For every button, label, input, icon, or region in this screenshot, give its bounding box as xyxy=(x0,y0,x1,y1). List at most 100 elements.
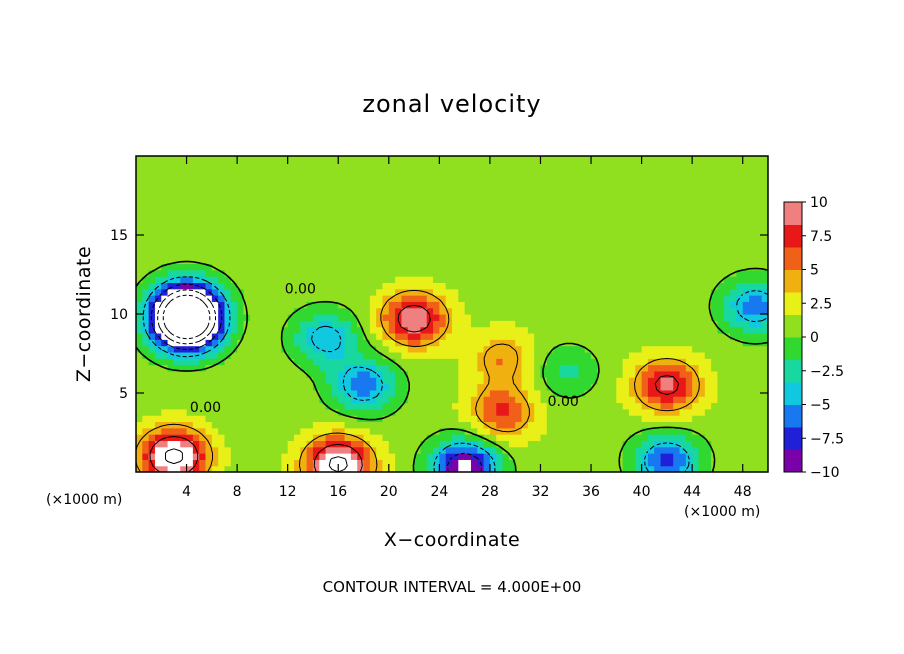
heatmap-cell xyxy=(154,389,162,397)
heatmap-cell xyxy=(306,440,314,448)
heatmap-cell xyxy=(616,295,624,302)
heatmap-cell xyxy=(420,244,428,252)
heatmap-cell xyxy=(578,219,586,227)
heatmap-cell xyxy=(338,307,346,315)
heatmap-cell xyxy=(628,402,636,410)
heatmap-cell xyxy=(559,314,567,321)
heatmap-cell xyxy=(452,219,459,227)
heatmap-cell xyxy=(717,168,725,176)
heatmap-cell xyxy=(565,263,573,271)
heatmap-cell xyxy=(382,383,390,391)
heatmap-cell xyxy=(262,200,270,208)
heatmap-cell xyxy=(287,181,295,189)
heatmap-cell xyxy=(230,446,238,454)
heatmap-cell xyxy=(186,263,194,271)
heatmap-cell xyxy=(445,459,453,467)
heatmap-cell xyxy=(382,174,390,182)
heatmap-cell xyxy=(243,231,251,239)
heatmap-cell xyxy=(508,244,516,252)
heatmap-cell xyxy=(445,370,453,378)
heatmap-cell xyxy=(420,301,428,309)
heatmap-cell xyxy=(376,168,384,176)
heatmap-cell xyxy=(268,314,276,321)
heatmap-cell xyxy=(477,421,485,429)
heatmap-cell xyxy=(730,415,737,423)
heatmap-cell xyxy=(742,301,750,309)
heatmap-cell xyxy=(597,402,605,410)
heatmap-cell xyxy=(395,307,403,315)
heatmap-cell xyxy=(477,364,485,372)
heatmap-cell xyxy=(761,370,768,378)
heatmap-cell xyxy=(325,370,333,378)
heatmap-cell xyxy=(439,193,447,201)
heatmap-cell xyxy=(755,244,763,252)
heatmap-cell xyxy=(698,276,706,283)
heatmap-cell xyxy=(755,351,763,359)
heatmap-cell xyxy=(540,307,548,315)
heatmap-cell xyxy=(344,370,352,378)
heatmap-cell xyxy=(205,377,213,385)
heatmap-cell xyxy=(338,174,346,182)
heatmap-cell xyxy=(275,389,282,397)
heatmap-cell xyxy=(654,269,662,277)
heatmap-cell xyxy=(647,206,655,214)
heatmap-cell xyxy=(445,295,453,302)
heatmap-cell xyxy=(730,396,737,404)
heatmap-field xyxy=(136,156,768,472)
heatmap-cell xyxy=(344,320,352,328)
heatmap-cell xyxy=(464,314,472,321)
heatmap-cell xyxy=(673,314,681,321)
heatmap-cell xyxy=(350,370,358,378)
heatmap-cell xyxy=(521,250,529,258)
heatmap-cell xyxy=(679,459,687,467)
heatmap-cell xyxy=(647,427,655,435)
heatmap-cell xyxy=(161,415,169,423)
heatmap-cell xyxy=(350,206,358,214)
heatmap-cell xyxy=(338,231,346,239)
heatmap-cell xyxy=(717,440,725,448)
heatmap-cell xyxy=(148,250,156,258)
heatmap-cell xyxy=(628,326,636,334)
heatmap-cell xyxy=(711,162,719,170)
heatmap-cell xyxy=(635,453,643,460)
heatmap-cell xyxy=(584,358,592,366)
heatmap-cell xyxy=(249,225,257,233)
heatmap-cell xyxy=(591,402,598,410)
heatmap-cell xyxy=(458,244,466,252)
heatmap-cell xyxy=(496,219,504,227)
heatmap-cell xyxy=(546,358,554,366)
heatmap-cell xyxy=(572,301,579,309)
heatmap-cell xyxy=(749,225,756,233)
heatmap-cell xyxy=(723,402,731,410)
heatmap-cell xyxy=(452,364,459,372)
heatmap-cell xyxy=(205,446,213,454)
heatmap-cell xyxy=(325,225,333,233)
heatmap-cell xyxy=(730,288,737,296)
heatmap-cell xyxy=(730,181,737,189)
heatmap-cell xyxy=(711,263,719,271)
heatmap-cell xyxy=(294,276,301,283)
heatmap-cell xyxy=(591,269,598,277)
heatmap-cell xyxy=(496,415,504,423)
heatmap-cell xyxy=(142,377,150,385)
heatmap-cell xyxy=(698,168,706,176)
heatmap-cell xyxy=(218,396,226,404)
heatmap-cell xyxy=(237,168,245,176)
heatmap-cell xyxy=(395,288,403,296)
heatmap-cell xyxy=(761,364,768,372)
heatmap-cell xyxy=(325,168,333,176)
heatmap-cell xyxy=(635,295,643,302)
heatmap-cell xyxy=(243,162,251,170)
heatmap-cell xyxy=(452,459,459,467)
heatmap-cell xyxy=(338,314,346,321)
heatmap-cell xyxy=(136,174,143,182)
heatmap-cell xyxy=(591,219,598,227)
heatmap-cell xyxy=(218,200,226,208)
heatmap-cell xyxy=(704,263,712,271)
heatmap-cell xyxy=(565,181,573,189)
heatmap-cell xyxy=(704,295,712,302)
heatmap-cell xyxy=(439,282,447,290)
heatmap-cell xyxy=(610,314,617,321)
heatmap-cell xyxy=(717,351,725,359)
heatmap-cell xyxy=(205,389,213,397)
